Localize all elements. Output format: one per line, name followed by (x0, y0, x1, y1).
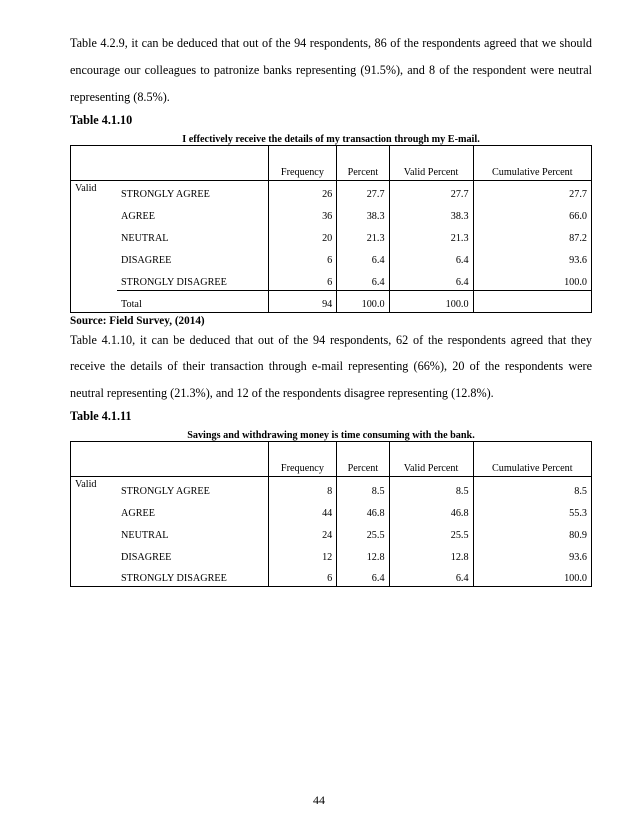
table-cell: 12.8 (389, 543, 473, 565)
table-cell: STRONGLY AGREE (117, 180, 268, 202)
table-cell: NEUTRAL (117, 521, 268, 543)
table-cell: DISAGREE (117, 246, 268, 268)
table-cell: 6 (268, 565, 337, 587)
table-cell: Total (117, 290, 268, 312)
table-4-1-11: Frequency Percent Valid Percent Cumulati… (70, 441, 592, 587)
th-percent: Percent (337, 145, 389, 180)
th-valid-percent: Valid Percent (389, 145, 473, 180)
table-caption-1: I effectively receive the details of my … (70, 134, 592, 145)
table-cell: 93.6 (473, 246, 591, 268)
table-cell: 20 (268, 224, 337, 246)
table-cell: 27.7 (473, 180, 591, 202)
table-cell: 100.0 (389, 290, 473, 312)
table-cell: NEUTRAL (117, 224, 268, 246)
table-label-1: Table 4.1.10 (70, 113, 592, 128)
table-cell: 12.8 (337, 543, 389, 565)
table-cell: 38.3 (337, 202, 389, 224)
th-cum-percent: Cumulative Percent (473, 442, 591, 477)
table-cell: 25.5 (337, 521, 389, 543)
table-cell: 8 (268, 477, 337, 499)
table-cell: AGREE (117, 202, 268, 224)
table-label-2: Table 4.1.11 (70, 409, 592, 424)
table-cell: 46.8 (337, 499, 389, 521)
table-cell: 44 (268, 499, 337, 521)
table-cell: 21.3 (337, 224, 389, 246)
th-frequency: Frequency (268, 145, 337, 180)
table-4-1-10: Frequency Percent Valid Percent Cumulati… (70, 145, 592, 313)
table-cell: 93.6 (473, 543, 591, 565)
table-cell: STRONGLY DISAGREE (117, 268, 268, 290)
table-cell: 6.4 (389, 268, 473, 290)
paragraph-intro: Table 4.2.9, it can be deduced that out … (70, 30, 592, 111)
valid-label: Valid (71, 477, 118, 587)
th-blank (71, 442, 269, 477)
table-cell: 55.3 (473, 499, 591, 521)
table-cell: 24 (268, 521, 337, 543)
table-cell: 8.5 (389, 477, 473, 499)
table-source: Source: Field Survey, (2014) (70, 315, 592, 327)
table-cell: 6 (268, 246, 337, 268)
table-cell: 46.8 (389, 499, 473, 521)
table-cell: 8.5 (473, 477, 591, 499)
table-cell (473, 290, 591, 312)
table-cell: DISAGREE (117, 543, 268, 565)
th-valid-percent: Valid Percent (389, 442, 473, 477)
table-cell: 21.3 (389, 224, 473, 246)
page-number: 44 (0, 793, 638, 808)
table-cell: STRONGLY DISAGREE (117, 565, 268, 587)
table-cell: 36 (268, 202, 337, 224)
table-cell: 94 (268, 290, 337, 312)
table-cell: 6.4 (337, 246, 389, 268)
table-cell: 38.3 (389, 202, 473, 224)
table-cell: 6.4 (337, 565, 389, 587)
table-cell: 27.7 (337, 180, 389, 202)
th-cum-percent: Cumulative Percent (473, 145, 591, 180)
table-cell: 25.5 (389, 521, 473, 543)
th-percent: Percent (337, 442, 389, 477)
table-cell: 87.2 (473, 224, 591, 246)
table-cell: 8.5 (337, 477, 389, 499)
table-cell: 100.0 (337, 290, 389, 312)
table-cell: AGREE (117, 499, 268, 521)
table-cell: 26 (268, 180, 337, 202)
th-blank (71, 145, 269, 180)
table-caption-2: Savings and withdrawing money is time co… (70, 430, 592, 441)
table-cell: 12 (268, 543, 337, 565)
table-cell: 6.4 (337, 268, 389, 290)
table-cell: 100.0 (473, 565, 591, 587)
th-frequency: Frequency (268, 442, 337, 477)
table-cell: STRONGLY AGREE (117, 477, 268, 499)
paragraph-2: Table 4.1.10, it can be deduced that out… (70, 327, 592, 408)
table-cell: 6.4 (389, 246, 473, 268)
table-cell: 80.9 (473, 521, 591, 543)
table-cell: 6 (268, 268, 337, 290)
valid-label: Valid (71, 180, 118, 312)
table-cell: 27.7 (389, 180, 473, 202)
table-cell: 100.0 (473, 268, 591, 290)
table-cell: 6.4 (389, 565, 473, 587)
table-cell: 66.0 (473, 202, 591, 224)
